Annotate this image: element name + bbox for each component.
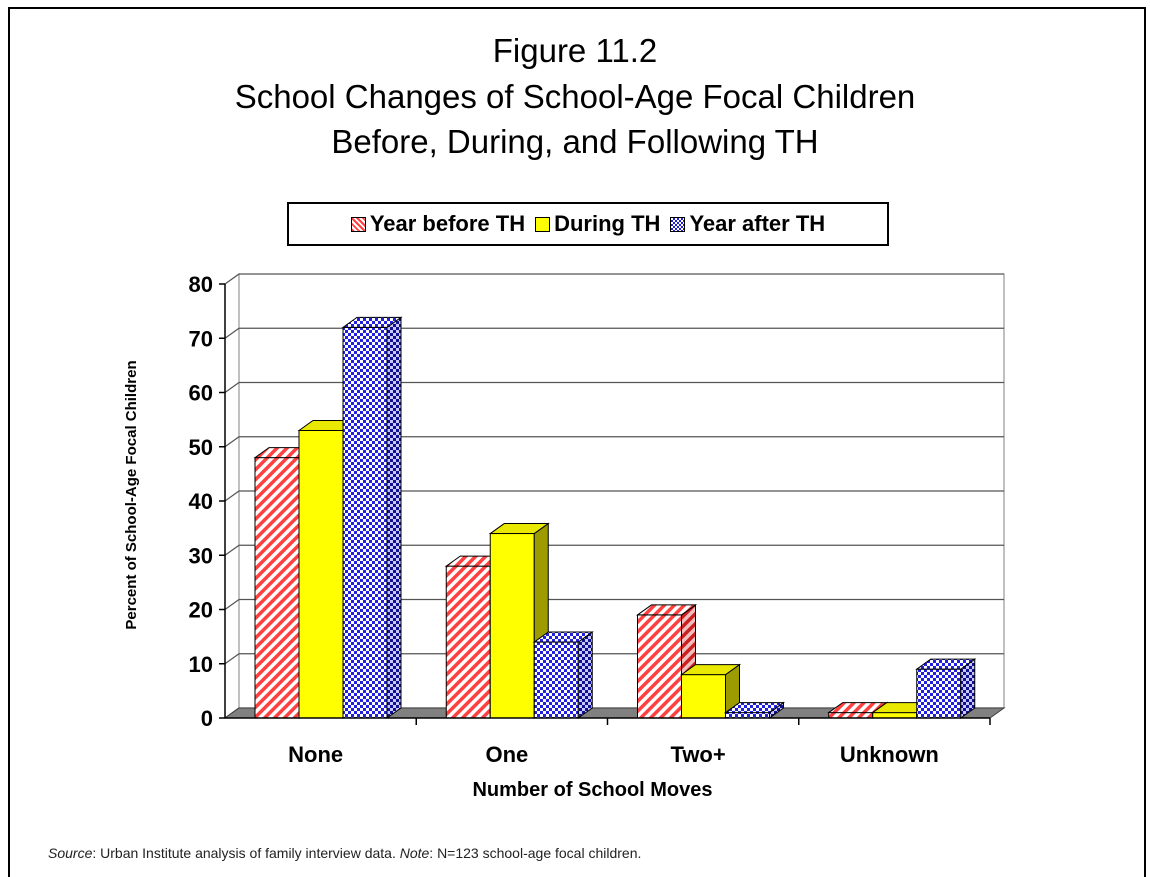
x-category-label: Two+ — [671, 742, 726, 767]
y-tick-label: 20 — [189, 598, 213, 623]
bar-front — [872, 712, 918, 719]
bar-side — [577, 631, 593, 719]
bar-year-after-two — [723, 701, 786, 719]
gridline — [224, 544, 1004, 556]
bar-top — [635, 604, 698, 616]
legend-item-year-after: Year after TH — [670, 211, 825, 237]
source-note: Source: Urban Institute analysis of fami… — [48, 845, 641, 861]
gridline — [224, 490, 1004, 502]
bar-year-after-none — [341, 316, 403, 719]
x-category-label: Unknown — [840, 742, 939, 767]
legend-item-during: During TH — [535, 211, 660, 237]
note-label: Note — [399, 845, 430, 861]
bar-front — [725, 712, 770, 719]
x-category-label: One — [485, 742, 528, 767]
chart-legend: Year before TH During TH Year after TH — [287, 202, 889, 246]
bar-front — [298, 429, 344, 719]
y-tick-label: 60 — [189, 381, 213, 406]
note-text: : N=123 school-age focal children. — [429, 845, 642, 861]
bar-front — [254, 457, 300, 719]
x-axis-title: Number of School Moves — [472, 779, 712, 801]
y-tick-label: 80 — [189, 272, 213, 297]
source-label: Source — [48, 845, 93, 861]
legend-swatch-year-after — [670, 216, 686, 232]
y-tick-label: 0 — [201, 706, 213, 731]
bar-front — [916, 668, 962, 719]
chart-title-line-2: School Changes of School-Age Focal Child… — [234, 78, 916, 115]
y-tick-label: 50 — [189, 435, 213, 460]
legend-label-during: During TH — [554, 211, 661, 236]
bar-top — [679, 664, 742, 676]
bar-front — [681, 674, 726, 719]
bar-top — [532, 631, 594, 643]
gridline — [224, 653, 1004, 665]
y-tick-label: 10 — [189, 652, 213, 677]
bar-top — [341, 316, 403, 328]
gridline — [224, 381, 1004, 393]
gridline — [224, 327, 1004, 339]
legend-label-year-before: Year before TH — [369, 211, 526, 236]
bar-during-one — [488, 522, 550, 719]
bar-front — [637, 614, 682, 719]
bar-top — [915, 658, 977, 670]
bar-top — [723, 702, 786, 714]
legend-label-year-after: Year after TH — [689, 211, 826, 236]
y-tick-label: 70 — [189, 326, 213, 351]
bar-year-after-one — [532, 631, 594, 719]
y-tick-label: 30 — [189, 543, 213, 568]
bar-front — [445, 565, 491, 719]
legend-item-year-before: Year before TH — [350, 211, 526, 237]
bar-front — [828, 712, 874, 719]
bar-year-after-unknown — [915, 658, 977, 719]
bar-front — [533, 641, 579, 719]
y-axis-title: Percent of School-Age Focal Children — [123, 360, 140, 629]
chart-title-line-1: Figure 11.2 — [492, 32, 658, 69]
bar-front — [342, 326, 388, 719]
bar-front — [489, 533, 535, 719]
y-tick-label: 40 — [189, 489, 213, 514]
bar-side — [386, 316, 402, 719]
gridline — [224, 598, 1004, 610]
figure-frame — [8, 7, 1146, 877]
bar-top — [488, 523, 550, 535]
gridline — [224, 273, 1004, 285]
legend-swatch-during — [535, 216, 551, 232]
legend-swatch-year-before — [350, 216, 366, 232]
chart-title-line-3: Before, During, and Following TH — [331, 123, 819, 160]
source-text: : Urban Institute analysis of family int… — [92, 845, 400, 861]
gridline — [224, 436, 1004, 448]
x-category-label: None — [288, 742, 343, 767]
